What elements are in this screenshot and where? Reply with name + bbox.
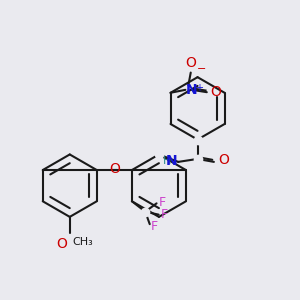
Text: F: F xyxy=(161,208,168,221)
Text: N: N xyxy=(185,83,197,97)
Text: O: O xyxy=(210,85,220,99)
Text: O: O xyxy=(185,56,196,70)
Text: F: F xyxy=(159,196,166,209)
Text: O: O xyxy=(218,153,229,167)
Text: O: O xyxy=(109,162,120,176)
Text: H: H xyxy=(163,156,172,166)
Text: −: − xyxy=(197,64,207,74)
Text: N: N xyxy=(165,154,177,168)
Text: O: O xyxy=(56,237,68,251)
Text: +: + xyxy=(195,83,203,93)
Text: F: F xyxy=(151,220,158,233)
Text: CH₃: CH₃ xyxy=(72,237,93,247)
